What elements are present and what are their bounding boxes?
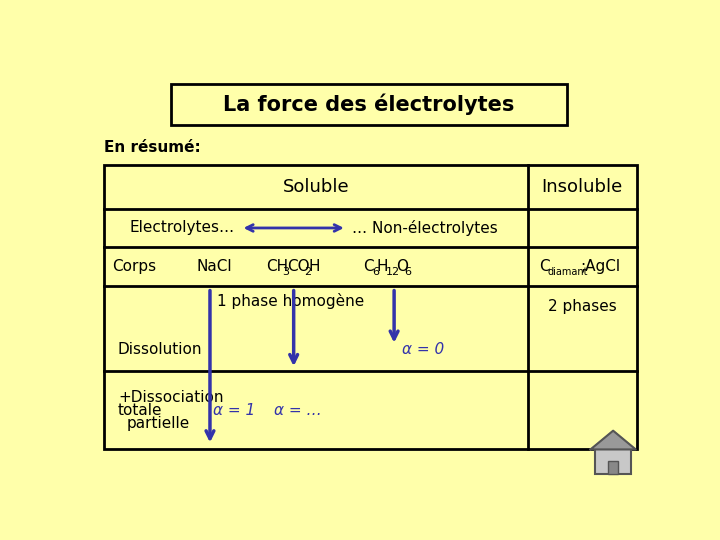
Text: α = 1: α = 1: [213, 403, 255, 418]
Text: C: C: [539, 259, 549, 274]
Polygon shape: [590, 431, 636, 449]
Text: 6: 6: [372, 267, 379, 277]
Text: 12: 12: [387, 267, 400, 277]
Text: 1 phase homogène: 1 phase homogène: [217, 293, 364, 309]
Text: totale: totale: [118, 403, 163, 418]
Text: O: O: [396, 259, 408, 274]
Text: 2: 2: [304, 267, 311, 277]
Bar: [595, 449, 631, 474]
Text: NaCl: NaCl: [196, 259, 232, 274]
Text: La force des électrolytes: La force des électrolytes: [223, 93, 515, 115]
Text: CH: CH: [266, 259, 288, 274]
Text: diamant: diamant: [547, 267, 588, 277]
Bar: [171, 84, 567, 125]
Text: C: C: [364, 259, 374, 274]
Text: H: H: [308, 259, 320, 274]
Text: … Non-électrolytes: … Non-électrolytes: [352, 220, 498, 236]
Text: +Dissociation: +Dissociation: [118, 390, 223, 404]
Text: Soluble: Soluble: [282, 178, 349, 195]
Text: 3: 3: [282, 267, 289, 277]
Text: ;AgCl: ;AgCl: [580, 259, 621, 274]
Text: α = 0: α = 0: [402, 342, 445, 357]
Text: H: H: [377, 259, 388, 274]
Text: Electrolytes…: Electrolytes…: [130, 220, 235, 235]
Text: En résumé:: En résumé:: [104, 140, 201, 156]
Text: 2 phases: 2 phases: [548, 299, 616, 314]
Text: Insoluble: Insoluble: [541, 178, 623, 195]
Text: α = …: α = …: [274, 403, 322, 418]
Text: CO: CO: [287, 259, 310, 274]
Text: 6: 6: [404, 267, 411, 277]
Text: partielle: partielle: [126, 416, 189, 431]
Text: Corps: Corps: [112, 259, 156, 274]
Text: Dissolution: Dissolution: [118, 342, 202, 357]
Bar: [104, 165, 637, 449]
Bar: [608, 461, 618, 474]
